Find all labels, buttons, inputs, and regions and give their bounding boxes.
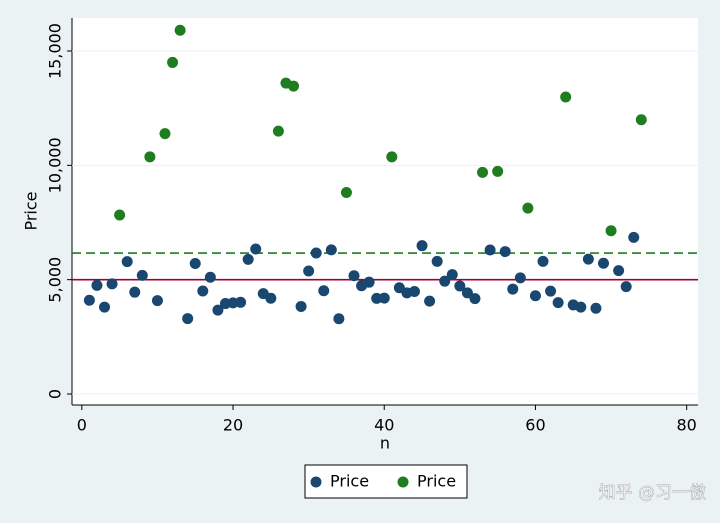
point	[91, 279, 103, 291]
point	[628, 231, 640, 243]
point	[235, 296, 247, 308]
point	[431, 255, 443, 267]
x-tick-label: 0	[77, 416, 87, 435]
y-axis-title: Price	[22, 191, 41, 230]
y-tick-label: 5,000	[46, 257, 65, 303]
point	[318, 285, 330, 297]
x-tick-label: 80	[676, 416, 696, 435]
point	[121, 256, 133, 268]
y-tick-label: 10,000	[46, 137, 65, 193]
point	[424, 295, 436, 307]
point	[242, 253, 254, 265]
point	[83, 294, 95, 306]
point	[144, 151, 156, 163]
point	[363, 276, 375, 288]
point	[204, 271, 216, 283]
point	[151, 295, 163, 307]
point	[477, 166, 489, 178]
point	[529, 290, 541, 302]
point	[560, 91, 572, 103]
point	[167, 56, 179, 68]
point	[439, 275, 451, 287]
legend	[304, 464, 468, 499]
point	[605, 225, 617, 237]
point	[272, 125, 284, 137]
point	[99, 301, 111, 313]
point	[288, 80, 300, 92]
point	[484, 244, 496, 256]
point	[325, 244, 337, 256]
point	[461, 287, 473, 299]
point	[590, 302, 602, 314]
point	[446, 269, 458, 281]
point	[597, 257, 609, 269]
point	[575, 301, 587, 313]
watermark: 知乎 @习一傲	[599, 483, 706, 503]
point	[507, 283, 519, 295]
point	[469, 293, 481, 305]
point	[174, 24, 186, 36]
point	[250, 243, 262, 255]
plot-area	[72, 18, 698, 405]
x-tick-label: 20	[223, 416, 243, 435]
y-tick-label: 0	[46, 389, 65, 399]
point	[386, 151, 398, 163]
point	[182, 313, 194, 325]
point	[378, 292, 390, 304]
legend-label: Price	[417, 472, 456, 491]
point	[613, 265, 625, 277]
point	[348, 270, 360, 282]
point	[303, 265, 315, 277]
point	[129, 286, 141, 298]
point	[159, 128, 171, 140]
point	[620, 281, 632, 293]
point	[340, 186, 352, 198]
point	[408, 286, 420, 298]
legend-marker	[310, 476, 322, 488]
y-tick-label: 15,000	[46, 23, 65, 79]
point	[635, 114, 647, 126]
point	[545, 285, 557, 297]
point	[265, 292, 277, 304]
legend-marker	[397, 476, 409, 488]
point	[454, 280, 466, 292]
point	[212, 304, 224, 316]
point	[295, 300, 307, 312]
point	[106, 278, 118, 290]
point	[582, 253, 594, 265]
point	[189, 258, 201, 270]
point	[416, 240, 428, 252]
x-tick-label: 60	[525, 416, 545, 435]
point	[499, 246, 511, 258]
point	[333, 313, 345, 325]
point	[537, 255, 549, 267]
point	[522, 202, 534, 214]
point	[492, 165, 504, 177]
x-tick-label: 40	[374, 416, 394, 435]
point	[197, 285, 209, 297]
point	[310, 247, 322, 259]
legend-label: Price	[330, 472, 369, 491]
point	[114, 209, 126, 221]
point	[136, 269, 148, 281]
point	[552, 297, 564, 309]
x-axis-title: n	[380, 434, 390, 453]
point	[514, 272, 526, 284]
